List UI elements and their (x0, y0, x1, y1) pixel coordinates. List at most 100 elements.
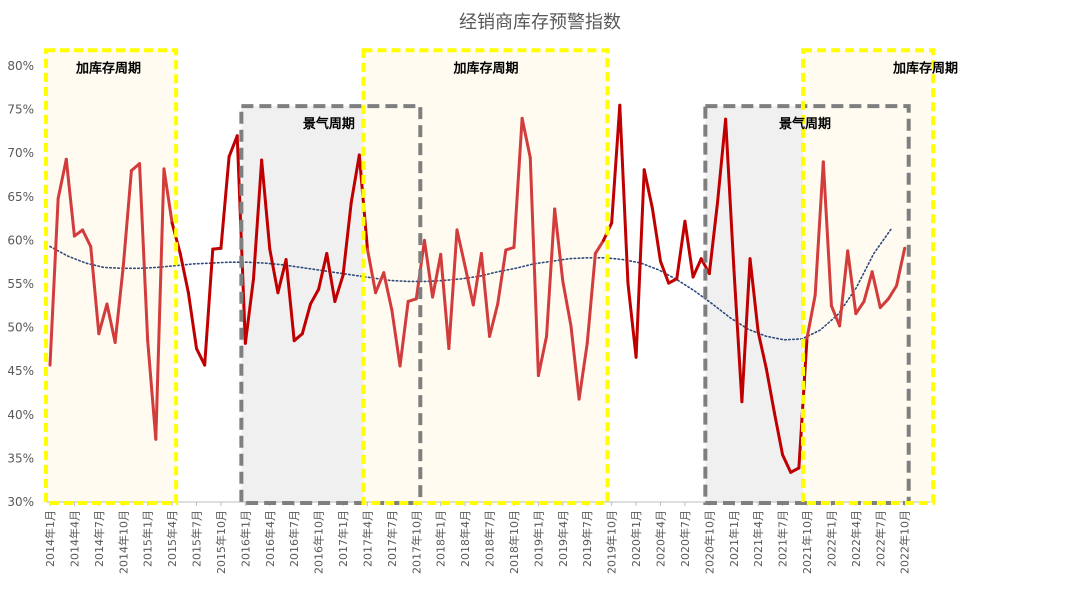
x-tick-label-14: 2017年7月 (385, 510, 399, 567)
series-segment-59 (528, 156, 540, 378)
trend-line (49, 227, 893, 341)
series-segment-41 (382, 271, 394, 312)
x-tick-label-13: 2017年4月 (360, 510, 374, 567)
x-tick-label-20: 2019年1月 (531, 510, 545, 567)
series-segment-98 (846, 249, 858, 316)
series-segment-30 (292, 332, 304, 343)
x-tick-label-3: 2014年10月 (116, 510, 130, 574)
y-tick-label-9: 75% (7, 103, 34, 117)
y-tick-label-3: 45% (7, 364, 34, 378)
x-tick-label-4: 2015年1月 (141, 510, 155, 567)
x-tick-label-19: 2018年10月 (507, 510, 521, 574)
x-tick-label-22: 2019年7月 (580, 510, 594, 567)
x-tick-label-29: 2021年4月 (751, 510, 765, 567)
series-segment-2 (64, 157, 76, 238)
y-tick-label-2: 40% (7, 408, 34, 422)
series-segment-18 (195, 347, 207, 367)
series-segment-50 (455, 228, 467, 269)
series-segment-34 (325, 251, 337, 303)
series-segment-12 (146, 339, 158, 441)
x-tick-label-33: 2022年4月 (849, 510, 863, 567)
series-segment-28 (276, 258, 288, 295)
x-tick-label-15: 2017年10月 (409, 510, 423, 574)
series-segment-17 (186, 291, 199, 351)
series-segment-81 (707, 201, 719, 276)
cycle-border-0 (44, 48, 179, 506)
series-segment-104 (895, 246, 907, 288)
series-segment-93 (805, 293, 817, 340)
cycle-borders (44, 48, 936, 506)
series-segment-49 (447, 228, 459, 351)
series-segment-63 (561, 279, 573, 328)
series-segment-13 (154, 167, 166, 441)
series-segment-14 (162, 167, 174, 225)
series-segment-3 (72, 228, 85, 238)
series-segment-72 (634, 168, 646, 359)
y-tick-label-6: 60% (7, 233, 34, 247)
y-tick-label-0: 30% (7, 495, 34, 509)
x-tick-label-25: 2020年4月 (654, 510, 668, 567)
series-segment-76 (667, 277, 679, 285)
series-segment-54 (488, 302, 500, 338)
cycle-label-3: 景气周期 (779, 116, 831, 132)
x-tick-label-0: 2014年1月 (43, 510, 57, 567)
series-segment-75 (659, 259, 671, 285)
series-segment-87 (756, 330, 768, 371)
series-segment-99 (854, 299, 866, 316)
series-segment-77 (675, 219, 687, 281)
series-segment-91 (789, 466, 801, 474)
series-segment-36 (341, 201, 353, 277)
cycle-fill-2 (363, 50, 608, 503)
series-segment-103 (886, 284, 899, 301)
cycle-label-1: 景气周期 (303, 116, 355, 132)
cycle-border-2 (361, 48, 610, 506)
series-segment-65 (577, 341, 589, 401)
series-segment-94 (813, 160, 825, 297)
x-tick-label-24: 2020年1月 (629, 510, 643, 567)
series-segment-89 (772, 411, 785, 457)
series-segment-31 (300, 302, 312, 336)
series-segment-38 (357, 153, 369, 251)
series-segment-1 (56, 157, 68, 201)
x-tick-label-31: 2021年10月 (800, 510, 814, 574)
x-tick-label-26: 2020年7月 (678, 510, 692, 567)
series-segment-57 (512, 116, 524, 249)
series-segment-61 (545, 207, 557, 338)
series-segment-86 (748, 257, 760, 334)
cycle-label-4: 加库存周期 (892, 60, 958, 76)
series-segment-64 (569, 324, 581, 401)
trend-layer (49, 227, 893, 341)
series-segment-0 (48, 197, 60, 367)
axis-layer: 30% 35% 40% 45% 50% 55% 60% 65% 70% 75% 80% 2014年1月… (7, 59, 930, 574)
cycle-fills (46, 50, 934, 503)
x-tick-label-9: 2016年4月 (263, 510, 277, 567)
series-segment-6 (97, 302, 109, 336)
x-tick-label-34: 2022年7月 (873, 510, 887, 567)
x-tick-label-35: 2022年10月 (898, 510, 912, 574)
cycle-fill-4 (803, 50, 934, 503)
series-segment-58 (520, 116, 532, 160)
x-tick-label-17: 2018年4月 (458, 510, 472, 567)
series-segment-88 (764, 367, 776, 415)
x-tick-label-7: 2015年10月 (214, 510, 228, 574)
series-segment-73 (642, 168, 654, 210)
series-segment-62 (553, 207, 565, 283)
cycle-border-4 (801, 48, 936, 506)
series-segment-48 (439, 252, 451, 351)
series-segment-71 (626, 281, 638, 359)
series-segment-70 (618, 103, 630, 285)
series-segment-42 (390, 308, 402, 368)
series-segment-95 (821, 160, 833, 308)
cycle-label-2: 加库存周期 (452, 60, 518, 76)
y-tick-label-5: 55% (7, 277, 34, 291)
series-segment-25 (252, 158, 264, 281)
series-segment-27 (268, 247, 280, 295)
series-segment-29 (284, 258, 296, 343)
x-tick-label-1: 2014年4月 (67, 510, 81, 567)
chart-title: 经销商库存预警指数 (459, 12, 621, 33)
y-tick-label-7: 65% (7, 190, 34, 204)
x-tick-label-27: 2020年10月 (702, 510, 716, 574)
x-tick-label-16: 2018年1月 (434, 510, 448, 567)
series-segment-78 (683, 219, 695, 279)
series-segment-79 (691, 257, 703, 279)
